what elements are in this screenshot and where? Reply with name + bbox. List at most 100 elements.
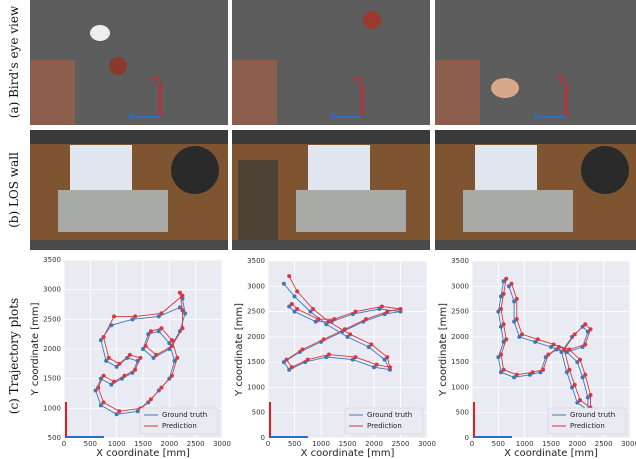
trajectory-point: [295, 307, 299, 311]
photo-los-wall: [30, 130, 228, 250]
trajectory-point: [123, 374, 127, 378]
trajectory-point: [117, 409, 121, 413]
trajectory-point: [583, 342, 587, 346]
trajectory-point: [327, 353, 331, 357]
trajectory-point: [102, 400, 106, 404]
x-axis-label: X coordinate [mm]: [301, 448, 395, 459]
x-tick-label: 500: [492, 440, 505, 448]
trajectory-point: [181, 326, 185, 330]
trajectory-point: [117, 362, 121, 366]
trajectory-point: [369, 342, 373, 346]
trajectory-point: [531, 370, 535, 374]
trajectory-point: [567, 348, 571, 352]
trajectory-point: [133, 368, 137, 372]
y-tick-label: 2000: [247, 333, 265, 341]
trajectory-point: [353, 310, 357, 314]
photo-axis-label: Y: [557, 76, 564, 85]
photo-los-wall: [232, 130, 430, 250]
legend-label: Prediction: [367, 422, 402, 430]
x-tick-label: 2500: [187, 440, 205, 448]
trajectory-point: [343, 327, 347, 331]
trajectory-point: [573, 383, 577, 387]
trajectory-point: [546, 353, 550, 357]
trajectory-point: [567, 368, 571, 372]
trajectory-point: [175, 356, 179, 360]
x-tick-label: 1500: [339, 440, 357, 448]
y-tick-label: 1500: [43, 375, 61, 383]
trajectory-point: [502, 322, 506, 326]
trajectory-point: [322, 337, 326, 341]
row-label: (b) LOS wall: [7, 152, 21, 228]
trajectory-point: [515, 297, 519, 301]
trajectory-point: [170, 338, 174, 342]
trajectory-point: [552, 342, 556, 346]
y-axis-label: Y coordinate [mm]: [438, 303, 449, 397]
trajectory-point: [159, 386, 163, 390]
x-tick-label: 3000: [621, 440, 636, 448]
x-tick-label: 0: [62, 440, 66, 448]
photo-axis-label: Y: [151, 76, 158, 85]
trajectory-point: [311, 307, 315, 311]
photo-los-wall: [435, 130, 636, 250]
x-tick-label: 500: [288, 440, 301, 448]
trajectory-point: [385, 355, 389, 359]
photo-axis-label: X: [128, 113, 135, 122]
trajectory-point: [285, 358, 289, 362]
x-tick-label: 0: [266, 440, 270, 448]
trajectory-point: [573, 332, 577, 336]
legend-label: Prediction: [570, 422, 605, 430]
trajectory-point: [589, 327, 593, 331]
legend-label: Ground truth: [162, 411, 207, 419]
x-tick-label: 3000: [213, 440, 231, 448]
trajectory-point: [380, 305, 384, 309]
trajectory-point: [290, 302, 294, 306]
y-tick-label: 3000: [247, 282, 265, 290]
trajectory-point: [348, 332, 352, 336]
y-tick-label: 1000: [247, 383, 265, 391]
trajectory-point: [589, 393, 593, 397]
y-axis-label: Y coordinate [mm]: [30, 302, 41, 396]
x-axis-label: X coordinate [mm]: [504, 448, 598, 459]
trajectory-point: [149, 329, 153, 333]
y-tick-label: 3000: [43, 286, 61, 294]
y-tick-label: 1000: [451, 383, 469, 391]
legend-label: Ground truth: [367, 411, 412, 419]
y-tick-label: 500: [456, 409, 469, 417]
trajectory-point: [154, 353, 158, 357]
x-tick-label: 1000: [108, 440, 126, 448]
trajectory-point: [149, 397, 153, 401]
trajectory-point: [290, 365, 294, 369]
y-tick-label: 3500: [43, 256, 61, 264]
trajectory-point: [295, 289, 299, 293]
y-tick-label: 2500: [451, 308, 469, 316]
y-tick-label: 3500: [451, 257, 469, 265]
trajectory-point: [107, 356, 111, 360]
trajectory-point: [293, 294, 297, 298]
y-tick-label: 0: [465, 434, 469, 442]
trajectory-point: [102, 374, 106, 378]
y-tick-label: 500: [48, 434, 61, 442]
x-tick-label: 2500: [595, 440, 613, 448]
legend-label: Prediction: [162, 422, 197, 430]
y-tick-label: 0: [261, 434, 265, 442]
x-tick-label: 1500: [134, 440, 152, 448]
photo-axis-label: X: [534, 113, 541, 122]
row-label: (a) Bird's eye view: [7, 5, 21, 118]
trajectory-point: [515, 317, 519, 321]
x-tick-label: 2500: [392, 440, 410, 448]
y-tick-label: 1500: [451, 358, 469, 366]
trajectory-point: [96, 386, 100, 390]
trajectory-point: [499, 353, 503, 357]
trajectory-point: [128, 353, 132, 357]
trajectory-point: [170, 344, 174, 348]
y-tick-label: 2000: [43, 345, 61, 353]
trajectory-point: [388, 365, 392, 369]
trajectory-point: [282, 282, 286, 286]
trajectory-point: [159, 311, 163, 315]
trajectory-point: [502, 292, 506, 296]
y-tick-label: 2000: [451, 333, 469, 341]
y-tick-label: 2500: [43, 315, 61, 323]
y-tick-label: 3000: [451, 282, 469, 290]
x-tick-label: 1500: [542, 440, 560, 448]
trajectory-point: [504, 337, 508, 341]
